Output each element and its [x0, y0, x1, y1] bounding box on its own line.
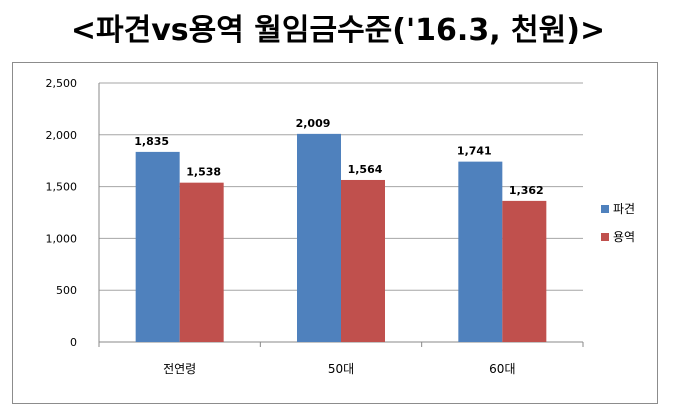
bar-용역 [502, 200, 547, 342]
legend-label: 용역 [613, 230, 635, 244]
bar-파견 [297, 133, 341, 342]
y-tick-label: 1,000 [46, 232, 78, 245]
legend-swatch [601, 233, 609, 241]
data-label: 1,362 [509, 184, 544, 197]
bar-용역 [179, 182, 224, 342]
y-tick-label: 2,000 [46, 129, 78, 142]
data-label: 1,564 [348, 163, 383, 176]
x-category-label: 전연령 [163, 362, 196, 376]
chart-heading: <파견vs용역 월임금수준('16.3, 천원)> [70, 13, 606, 48]
data-label: 1,741 [457, 145, 492, 158]
x-category-label: 50대 [328, 362, 354, 376]
bar-용역 [341, 179, 385, 342]
data-label: 1,835 [134, 135, 169, 148]
y-tick-label: 1,500 [46, 181, 78, 194]
data-label: 1,538 [186, 166, 221, 179]
legend-swatch [601, 205, 609, 213]
y-tick-label: 0 [70, 336, 77, 349]
data-label: 2,009 [296, 117, 331, 130]
bar-파견 [135, 151, 180, 342]
bar-chart: 0 500 1,000 1,500 2,000 2,500 1,835 1,538 전연령 2,0… [46, 77, 636, 376]
y-tick-label: 2,500 [46, 77, 78, 90]
chart-frame: 0 500 1,000 1,500 2,000 2,500 1,835 1,538 전연령 2,0… [12, 62, 658, 404]
legend-label: 파견 [613, 202, 635, 216]
x-category-label: 60대 [489, 362, 515, 376]
bar-파견 [458, 161, 503, 342]
y-tick-label: 500 [56, 284, 77, 297]
